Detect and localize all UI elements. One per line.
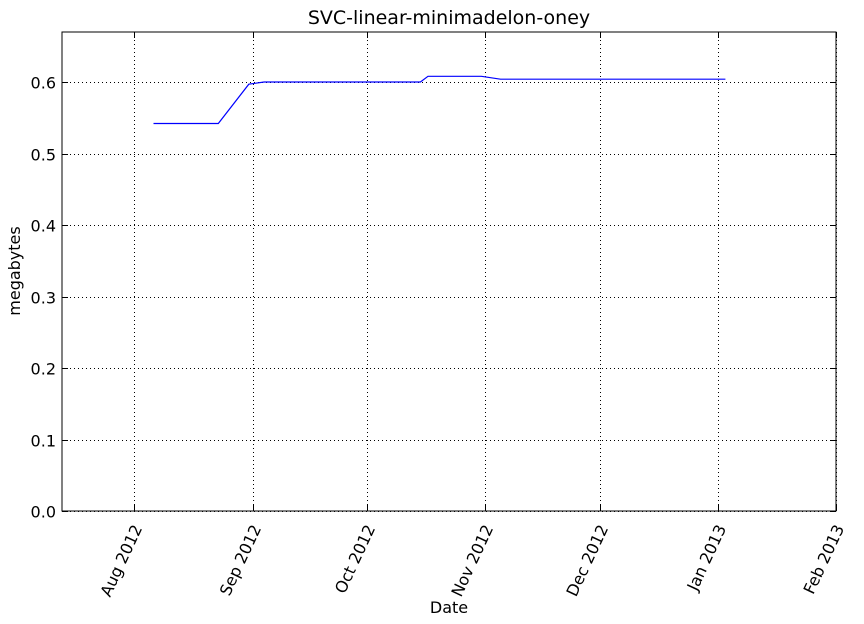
x-tick-label: Oct 2012 bbox=[331, 522, 379, 597]
axis-ticks bbox=[62, 32, 837, 512]
grid-lines bbox=[62, 32, 837, 512]
series-line bbox=[153, 75, 726, 125]
y-tick-label: 0.4 bbox=[31, 217, 56, 236]
y-tick-label: 0.5 bbox=[31, 146, 56, 165]
x-tick-labels: Aug 2012 Sep 2012 Oct 2012 Nov 2012 Dec 2012… bbox=[96, 522, 848, 600]
series-group bbox=[153, 75, 726, 125]
x-tick-label: Jan 2013 bbox=[683, 522, 730, 595]
x-axis-label: Date bbox=[430, 598, 468, 617]
y-tick-label: 0.3 bbox=[31, 289, 56, 308]
x-tick-label: Aug 2012 bbox=[96, 522, 146, 600]
y-tick-label: 0.0 bbox=[31, 503, 56, 522]
y-axis-label: megabytes bbox=[5, 226, 24, 315]
x-tick-label: Sep 2012 bbox=[216, 522, 265, 599]
x-tick-label: Feb 2013 bbox=[800, 522, 849, 597]
y-tick-label: 0.1 bbox=[31, 432, 56, 451]
y-tick-label: 0.2 bbox=[31, 360, 56, 379]
chart-title: SVC-linear-minimadelon-oney bbox=[308, 7, 590, 29]
y-tick-labels: 0.0 0.1 0.2 0.3 0.4 0.5 0.6 bbox=[31, 74, 56, 522]
y-tick-label: 0.6 bbox=[31, 74, 56, 93]
x-tick-label: Nov 2012 bbox=[447, 522, 497, 600]
plot-frame bbox=[61, 31, 837, 512]
x-tick-label: Dec 2012 bbox=[562, 522, 612, 600]
